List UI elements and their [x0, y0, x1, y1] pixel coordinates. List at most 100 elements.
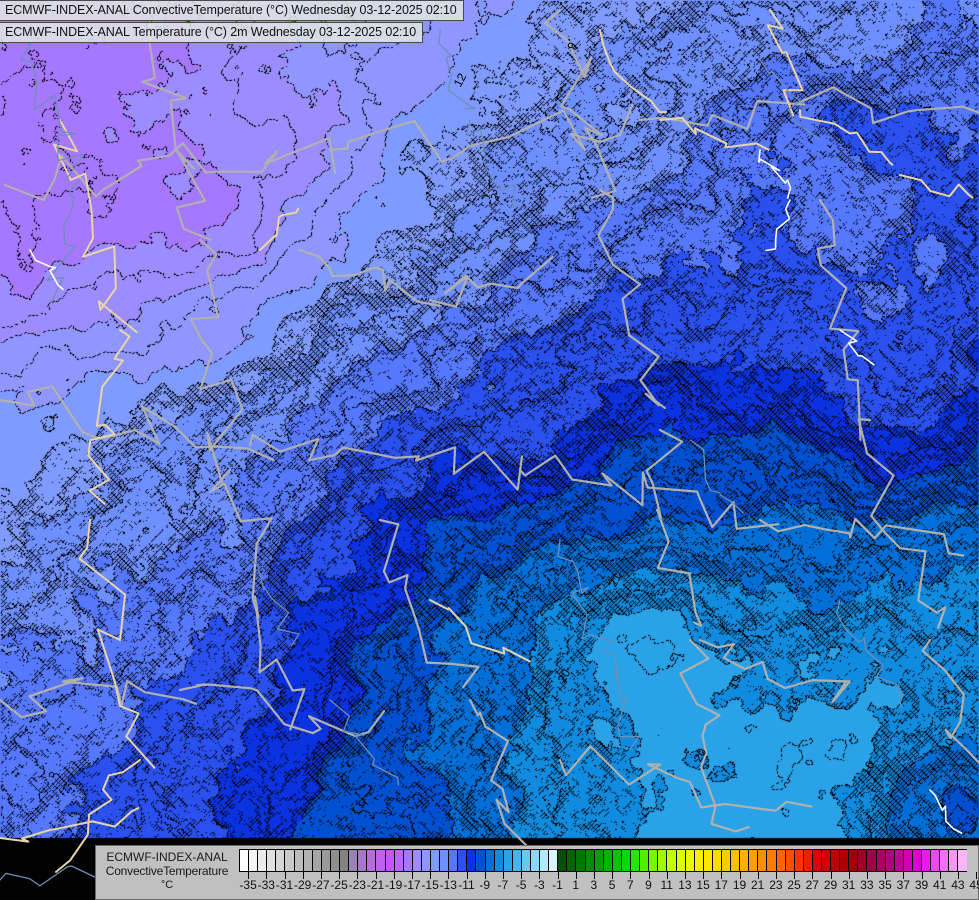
colorbar-cell[interactable] — [658, 850, 668, 871]
colorbar-cell[interactable] — [440, 850, 450, 871]
colorbar-cell[interactable] — [512, 850, 522, 871]
colorbar-cell[interactable] — [640, 850, 650, 871]
colorbar-cell[interactable] — [794, 850, 804, 871]
colorbar-cell[interactable] — [421, 850, 431, 871]
colorbar-cell[interactable] — [803, 850, 813, 871]
colorbar-tick-label: 35 — [878, 878, 892, 892]
colorbar-cell[interactable] — [521, 850, 531, 871]
legend-caption: ECMWF-INDEX-ANAL ConvectiveTemperature °… — [98, 848, 236, 898]
colorbar-container[interactable]: -35 -33 -31 -29 -27 -25 -23 -21 -19 -17 -15 -13 -11-… — [239, 849, 979, 898]
colorbar-cell[interactable] — [612, 850, 622, 871]
colorbar-cell[interactable] — [531, 850, 541, 871]
colorbar-cell[interactable] — [758, 850, 768, 871]
colorbar-tick — [502, 872, 504, 879]
colorbar-cell[interactable] — [676, 850, 686, 871]
colorbar-tick-label: 9 — [645, 878, 652, 892]
colorbar-cell[interactable] — [294, 850, 304, 871]
colorbar-cell[interactable] — [276, 850, 286, 871]
colorbar-cell[interactable] — [385, 850, 395, 871]
colorbar-cell[interactable] — [540, 850, 550, 871]
colorbar-cell[interactable] — [958, 850, 967, 871]
colorbar-cell[interactable] — [603, 850, 613, 871]
colorbar-cell[interactable] — [303, 850, 313, 871]
colorbar-cell[interactable] — [831, 850, 841, 871]
colorbar-cell[interactable] — [894, 850, 904, 871]
colorbar-cell[interactable] — [267, 850, 277, 871]
colorbar-cell[interactable] — [503, 850, 513, 871]
colorbar-cell[interactable] — [576, 850, 586, 871]
colorbar-cell[interactable] — [394, 850, 404, 871]
colorbar-cell[interactable] — [867, 850, 877, 871]
colorbar-cell[interactable] — [949, 850, 959, 871]
colorbar-tick-label: 31 — [842, 878, 856, 892]
colorbar-cell[interactable] — [312, 850, 322, 871]
colorbar-cell[interactable] — [430, 850, 441, 871]
colorbar-cell[interactable] — [912, 850, 923, 871]
colorbar-tick-label: 7 — [626, 878, 634, 892]
colorbar-cell[interactable] — [585, 850, 595, 871]
colorbar-cell[interactable] — [885, 850, 895, 871]
colorbar-cell[interactable] — [903, 850, 913, 871]
colorbar-tick-label: -15 — [421, 878, 439, 892]
colorbar-tick — [812, 872, 814, 879]
colorbar-tick — [885, 872, 887, 879]
colorbar-cell[interactable] — [667, 850, 677, 871]
colorbar-cell[interactable] — [376, 850, 386, 871]
colorbar-tick-label: 45 — [969, 878, 979, 892]
colorbar-tick — [248, 872, 250, 879]
colorbar-cell[interactable] — [922, 850, 932, 871]
colorbar-cell[interactable] — [685, 850, 695, 871]
colorbar-cell[interactable] — [367, 850, 377, 871]
colorbar-cell[interactable] — [467, 850, 477, 871]
colorbar-cell[interactable] — [849, 850, 859, 871]
colorbar-cell[interactable] — [240, 850, 250, 871]
colorbar-cell[interactable] — [649, 850, 659, 871]
colorbar-cell[interactable] — [258, 850, 268, 871]
colorbar-cell[interactable] — [721, 850, 732, 871]
colorbar-cell[interactable] — [321, 850, 331, 871]
colorbar-tick — [721, 872, 723, 879]
colorbar-cell[interactable] — [476, 850, 486, 871]
colorbar-cell[interactable] — [558, 850, 568, 871]
colorbar-cell[interactable] — [458, 850, 468, 871]
colorbar-cell[interactable] — [403, 850, 413, 871]
colorbar-cell[interactable] — [931, 850, 941, 871]
colorbar-cell[interactable] — [776, 850, 786, 871]
colorbar-cell[interactable] — [822, 850, 832, 871]
colorbar-cell[interactable] — [621, 850, 632, 871]
colorbar-cell[interactable] — [449, 850, 459, 871]
colorbar-cell[interactable] — [330, 850, 341, 871]
colorbar-cell[interactable] — [594, 850, 604, 871]
legend-panel: ECMWF-INDEX-ANAL ConvectiveTemperature °… — [95, 845, 979, 900]
colorbar-cell[interactable] — [940, 850, 950, 871]
colorbar-cell[interactable] — [285, 850, 295, 871]
colorbar-cell[interactable] — [712, 850, 722, 871]
colorbar-cell[interactable] — [412, 850, 422, 871]
colorbar-cell[interactable] — [840, 850, 850, 871]
colorbar-cell[interactable] — [549, 850, 559, 871]
colorbar-cell[interactable] — [494, 850, 504, 871]
colorbar-cell[interactable] — [812, 850, 822, 871]
colorbar-cell[interactable] — [358, 850, 368, 871]
colorbar-cell[interactable] — [740, 850, 750, 871]
colorbar-cell[interactable] — [631, 850, 641, 871]
colorbar-cell[interactable] — [349, 850, 359, 871]
colorbar-cell[interactable] — [785, 850, 795, 871]
colorbar-cell[interactable] — [703, 850, 713, 871]
colorbar-tick-label: 11 — [660, 878, 673, 892]
colorbar-cell[interactable] — [694, 850, 704, 871]
colorbar-cell[interactable] — [485, 850, 495, 871]
colorbar-cell[interactable] — [340, 850, 350, 871]
colorbar-tick — [266, 872, 268, 879]
colorbar-cell[interactable] — [567, 850, 577, 871]
colorbar-tick — [575, 872, 577, 879]
colorbar-swatches[interactable] — [239, 849, 967, 872]
colorbar-cell[interactable] — [767, 850, 777, 871]
colorbar-cell[interactable] — [876, 850, 886, 871]
colorbar-cell[interactable] — [749, 850, 759, 871]
colorbar-cell[interactable] — [858, 850, 868, 871]
colorbar-cell[interactable] — [731, 850, 741, 871]
colorbar-tick — [794, 872, 796, 879]
colorbar-cell[interactable] — [249, 850, 259, 871]
